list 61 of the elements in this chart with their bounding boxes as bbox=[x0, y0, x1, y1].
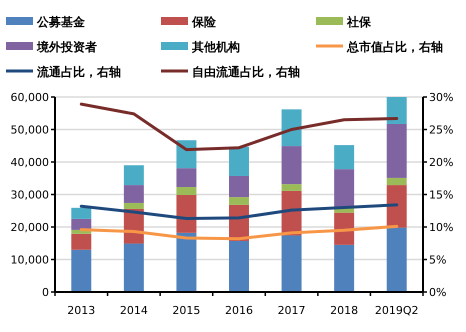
bar bbox=[282, 109, 302, 146]
y-tick-label: 10,000 bbox=[10, 254, 49, 266]
x-tick-label: 2018 bbox=[330, 304, 358, 317]
bar bbox=[176, 168, 196, 188]
legend-label: 其他机构 bbox=[191, 40, 240, 54]
line-series bbox=[80, 102, 398, 152]
line-series bbox=[80, 224, 398, 240]
x-tick-label: 2017 bbox=[278, 304, 306, 317]
bar bbox=[176, 232, 196, 292]
y2-tick-label: 0% bbox=[429, 286, 446, 299]
bar bbox=[334, 212, 354, 245]
legend-label: 自由流通占比，右轴 bbox=[192, 65, 300, 79]
y-tick-label: 60,000 bbox=[10, 91, 49, 104]
legend-label: 流通占比，右轴 bbox=[36, 65, 121, 79]
x-tick-label: 2016 bbox=[225, 304, 253, 317]
x-tick-label: 2015 bbox=[172, 304, 200, 317]
y-tick-label: 0 bbox=[42, 286, 49, 299]
bar bbox=[386, 124, 407, 178]
legend-label: 公募基金 bbox=[36, 15, 86, 29]
bar bbox=[229, 176, 249, 198]
bar bbox=[282, 184, 302, 191]
bar bbox=[229, 197, 249, 205]
legend-label: 境外投资者 bbox=[36, 40, 97, 54]
bar bbox=[71, 234, 92, 250]
bar bbox=[386, 228, 407, 292]
bar bbox=[176, 194, 196, 233]
x-tick-label: 2014 bbox=[120, 304, 148, 317]
y2-tick-label: 25% bbox=[429, 124, 454, 136]
bar bbox=[334, 169, 354, 207]
y-tick-label: 30,000 bbox=[10, 188, 49, 202]
bar bbox=[124, 185, 144, 203]
bar bbox=[386, 185, 407, 228]
legend-label: 社保 bbox=[346, 15, 372, 29]
y2-tick-label: 5% bbox=[429, 254, 446, 266]
bar bbox=[229, 240, 249, 292]
bar bbox=[71, 208, 92, 219]
y2-tick-label: 15% bbox=[429, 188, 454, 202]
bar bbox=[71, 218, 92, 230]
bar bbox=[386, 178, 407, 186]
y-tick-label: 50,000 bbox=[10, 124, 49, 136]
y2-tick-label: 10% bbox=[429, 221, 454, 234]
bar bbox=[71, 250, 92, 292]
legend-label: 保险 bbox=[191, 15, 217, 29]
bar bbox=[176, 187, 196, 195]
line-series bbox=[80, 203, 398, 220]
bar bbox=[282, 235, 302, 292]
y2-tick-label: 20% bbox=[429, 156, 454, 169]
bar bbox=[334, 145, 354, 170]
y-tick-label: 20,000 bbox=[10, 221, 49, 234]
bar bbox=[386, 97, 407, 124]
bar bbox=[124, 244, 144, 292]
bar bbox=[124, 165, 144, 186]
bar bbox=[229, 146, 249, 176]
y-tick-label: 40,000 bbox=[10, 156, 49, 169]
bar bbox=[124, 202, 144, 209]
bar bbox=[282, 146, 302, 184]
x-tick-label: 2019Q2 bbox=[374, 304, 419, 317]
legend-label: 总市值占比，右轴 bbox=[346, 40, 443, 54]
y2-tick-label: 30% bbox=[429, 91, 454, 104]
bar bbox=[334, 244, 354, 292]
x-tick-label: 2013 bbox=[67, 304, 96, 317]
